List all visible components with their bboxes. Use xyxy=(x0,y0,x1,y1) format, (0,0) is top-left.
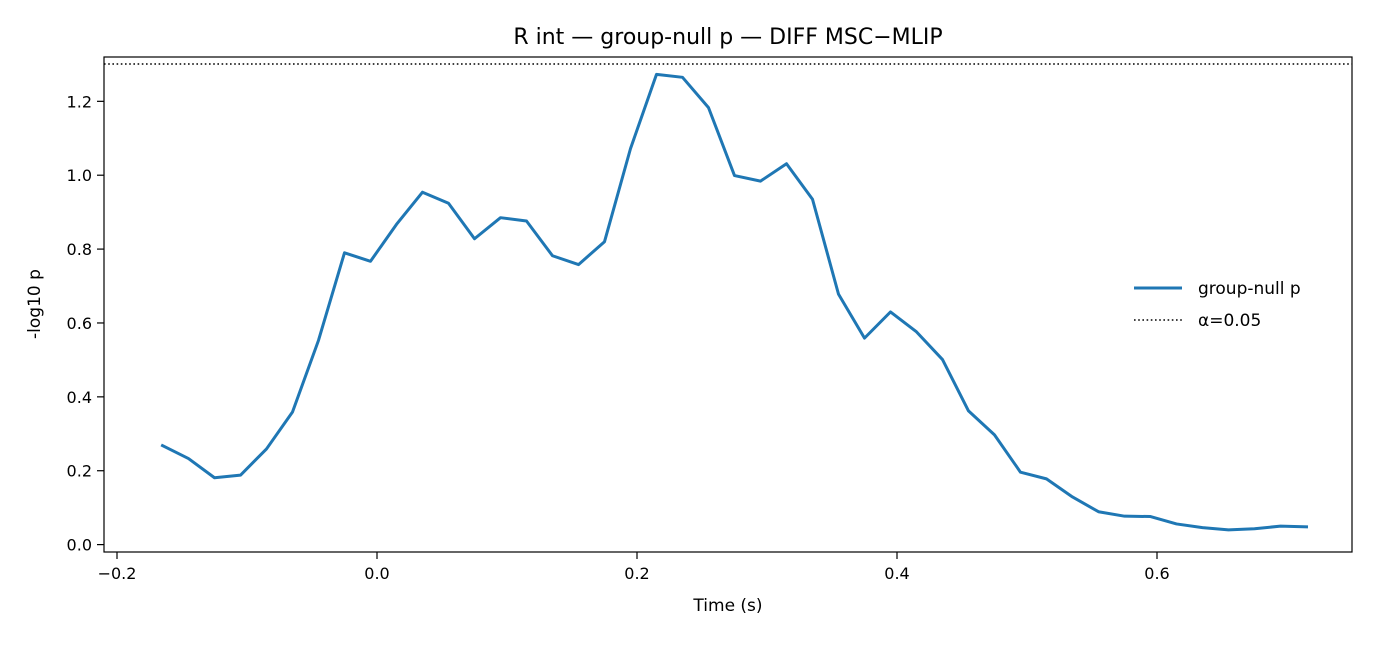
x-tick-label: 0.2 xyxy=(624,564,649,583)
x-axis-label: Time (s) xyxy=(692,596,762,616)
legend-label-alpha: α=0.05 xyxy=(1198,311,1261,331)
x-axis-ticks: −0.2 0.0 0.2 0.4 0.6 xyxy=(98,552,1170,583)
series-line-group-null-p xyxy=(160,72,1309,532)
y-axis-ticks: 0.0 0.2 0.4 0.6 0.8 1.0 1.2 xyxy=(67,92,104,555)
plot-frame xyxy=(103,56,1353,553)
legend-label-group-null-p: group-null p xyxy=(1198,279,1301,299)
y-tick-label: 0.0 xyxy=(67,536,92,555)
chart-title: R int — group-null p — DIFF MSC−MLIP xyxy=(513,25,942,50)
y-tick-label: 1.2 xyxy=(67,92,92,111)
y-tick-label: 0.6 xyxy=(67,314,92,333)
x-tick-label: −0.2 xyxy=(98,564,137,583)
y-tick-label: 0.8 xyxy=(67,240,92,259)
y-tick-label: 1.0 xyxy=(67,166,92,185)
x-tick-label: 0.4 xyxy=(884,564,909,583)
legend: group-null p α=0.05 xyxy=(1134,279,1301,331)
y-axis-label: -log10 p xyxy=(25,269,45,339)
y-tick-label: 0.2 xyxy=(67,462,92,481)
x-tick-label: 0.6 xyxy=(1144,564,1169,583)
plot-area xyxy=(104,63,1352,532)
x-tick-label: 0.0 xyxy=(364,564,389,583)
y-tick-label: 0.4 xyxy=(67,388,92,407)
